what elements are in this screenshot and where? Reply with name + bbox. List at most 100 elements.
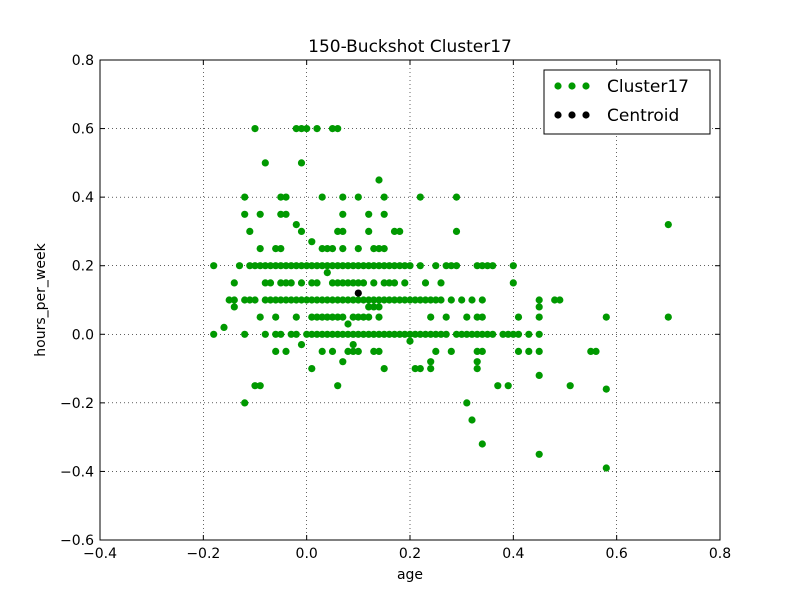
legend-marker-centroid (554, 111, 562, 119)
cluster17-point (266, 296, 275, 304)
cluster17-point (230, 303, 238, 311)
cluster17-point (246, 262, 254, 270)
cluster17-point (463, 330, 471, 338)
cluster17-point (241, 210, 249, 218)
cluster17-point (328, 279, 337, 287)
cluster17-point (375, 245, 383, 253)
cluster17-point (458, 296, 466, 304)
cluster17-point (396, 330, 404, 338)
cluster17-point (370, 330, 378, 338)
cluster17-point (277, 193, 285, 201)
cluster17-point (339, 313, 347, 321)
cluster17-point (261, 330, 269, 338)
cluster17-point (535, 330, 543, 338)
cluster17-point (297, 341, 306, 349)
cluster17-point (339, 210, 347, 218)
cluster17-point (437, 330, 445, 338)
cluster17-point (411, 330, 419, 338)
cluster17-point (587, 347, 595, 355)
cluster17-point (452, 193, 461, 201)
cluster17-point (344, 347, 352, 355)
legend-marker-cluster17 (554, 82, 562, 90)
cluster17-point (365, 330, 373, 338)
cluster17-point (334, 279, 342, 287)
data-points (210, 125, 672, 472)
cluster17-point (334, 330, 342, 338)
legend-markers (554, 82, 590, 119)
cluster17-point (380, 245, 388, 253)
cluster17-point (354, 330, 362, 338)
cluster17-point (287, 296, 295, 304)
cluster17-point (452, 227, 461, 235)
cluster17-point (282, 279, 290, 287)
cluster17-point (344, 320, 352, 328)
cluster17-point (370, 279, 378, 287)
cluster17-point (339, 330, 347, 338)
cluster17-point (297, 159, 306, 167)
cluster17-point (323, 296, 331, 304)
cluster17-point (272, 347, 280, 355)
cluster17-point (272, 296, 280, 304)
cluster17-point (483, 330, 492, 338)
cluster17-point (282, 296, 290, 304)
cluster17-point (297, 227, 306, 235)
cluster17-point (297, 125, 306, 133)
cluster17-point (339, 296, 347, 304)
cluster17-point (458, 330, 466, 338)
cluster17-point (339, 358, 347, 366)
cluster17-point (535, 313, 543, 321)
cluster17-point (556, 296, 564, 304)
cluster17-point (349, 262, 357, 270)
x-tick-label: 0.6 (606, 546, 628, 562)
cluster17-point (535, 347, 543, 355)
cluster17-point (416, 330, 424, 338)
cluster17-point (251, 382, 259, 390)
cluster17-point (390, 279, 399, 287)
cluster17-point (261, 262, 269, 270)
cluster17-point (380, 365, 388, 373)
cluster17-point (473, 358, 481, 366)
cluster17-point (292, 330, 300, 338)
legend-marker-cluster17 (582, 82, 590, 90)
cluster17-point (473, 330, 481, 338)
legend-marker-centroid (582, 111, 590, 119)
cluster17-point (328, 245, 337, 253)
cluster17-point (277, 330, 285, 338)
cluster17-point (256, 382, 264, 390)
cluster17-point (478, 262, 486, 270)
cluster17-point (328, 296, 337, 304)
cluster17-point (266, 262, 275, 270)
cluster17-point (390, 227, 399, 235)
cluster17-point (282, 193, 290, 201)
cluster17-point (303, 125, 311, 133)
cluster17-point (323, 262, 331, 270)
cluster17-point (328, 330, 337, 338)
cluster17-point (313, 313, 321, 321)
cluster17-point (365, 210, 373, 218)
cluster17-point (246, 296, 254, 304)
cluster17-point (344, 279, 352, 287)
cluster17-point (535, 371, 543, 379)
cluster17-point (416, 193, 424, 201)
cluster17-point (442, 262, 450, 270)
cluster17-point (468, 296, 476, 304)
cluster17-point (261, 279, 269, 287)
cluster17-point (401, 279, 409, 287)
cluster17-point (390, 296, 399, 304)
cluster17-point (504, 330, 512, 338)
cluster17-point (328, 313, 337, 321)
cluster17-point (473, 365, 481, 373)
x-tick-label: 0.2 (399, 546, 421, 562)
legend-entry-cluster17: Cluster17 (607, 77, 689, 97)
cluster17-point (365, 227, 373, 235)
cluster17-point (478, 347, 486, 355)
cluster17-point (318, 313, 326, 321)
cluster17-point (432, 330, 440, 338)
cluster17-point (344, 262, 352, 270)
cluster17-point (421, 279, 430, 287)
cluster17-point (282, 262, 290, 270)
cluster17-point (328, 262, 337, 270)
cluster17-point (210, 330, 218, 338)
legend-entry-centroid: Centroid (607, 106, 679, 126)
cluster17-point (437, 279, 445, 287)
